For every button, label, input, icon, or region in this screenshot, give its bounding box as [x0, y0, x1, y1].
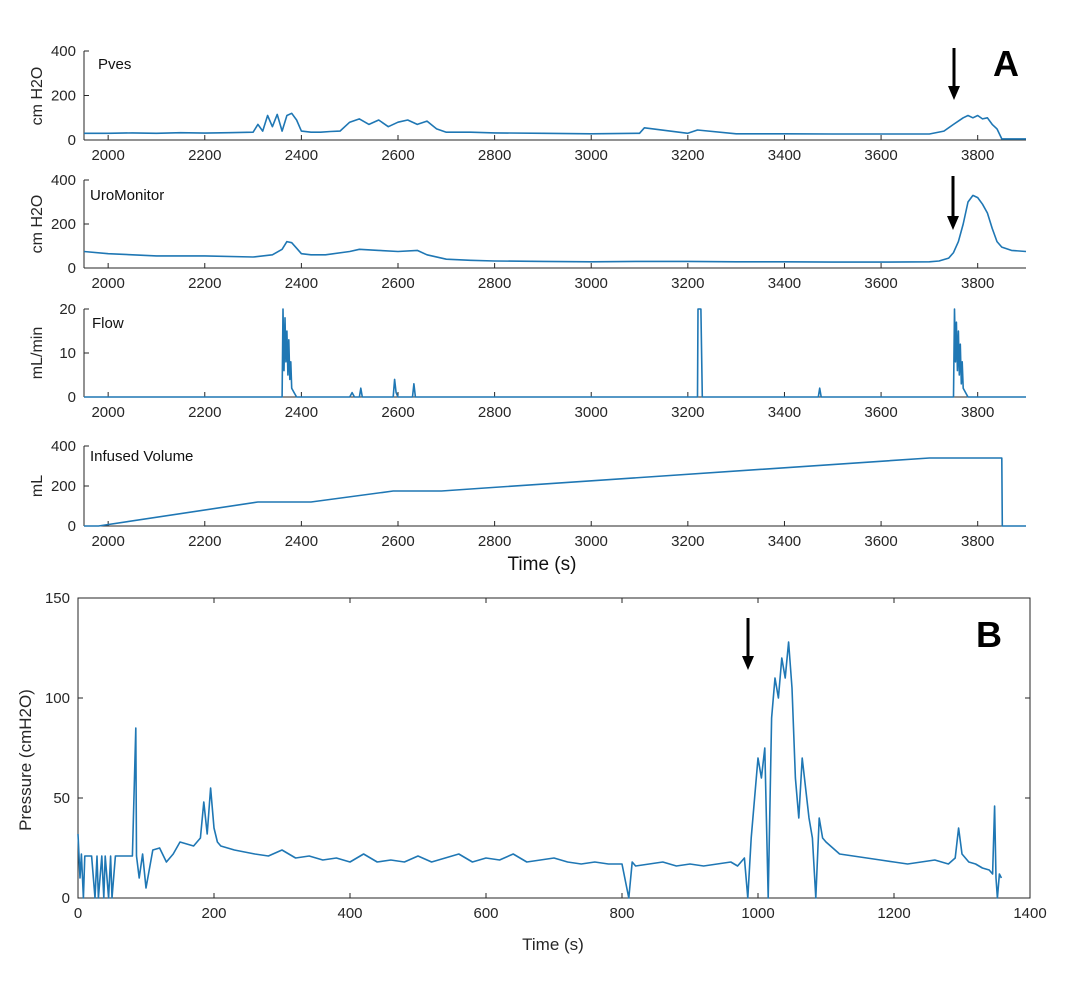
arrow-head: [742, 656, 754, 670]
y-tick-label: 200: [51, 216, 76, 233]
x-tick-label: 3200: [671, 275, 704, 292]
x-tick-label: 3400: [768, 533, 801, 550]
x-tick-label: 3600: [864, 533, 897, 550]
x-tick-label: 3800: [961, 533, 994, 550]
arrow-head: [948, 86, 960, 100]
x-tick-label: 0: [74, 905, 82, 922]
series-line-pressure_b: [77, 641, 1003, 899]
x-tick-label: 2000: [91, 147, 124, 164]
x-tick-label: 2800: [478, 147, 511, 164]
arrow-head: [947, 216, 959, 230]
figure-b: 0 50 100 150 0 200 400 600 800 1000 1200 1400: [45, 590, 1047, 922]
x-tick-label: 200: [201, 905, 226, 922]
figure-b-xlabel: Time (s): [522, 935, 584, 954]
x-tick-label: 1400: [1013, 905, 1046, 922]
y-tick-label: 0: [68, 389, 76, 406]
subplot-flow: 0 10 20 2000 2200 2400 2600 2800 3000 3200 3400 360…: [29, 301, 1026, 421]
x-tick-label: 3600: [864, 275, 897, 292]
y-tick-label: 20: [59, 301, 76, 318]
x-tick-label: 3200: [671, 533, 704, 550]
series-line-pves: [84, 112, 1026, 140]
x-tick-label: 3200: [671, 147, 704, 164]
series-line-uromonitor: [83, 194, 1027, 263]
x-tick-label: 800: [609, 905, 634, 922]
x-tick-label: 400: [337, 905, 362, 922]
y-tick-label: 0: [68, 518, 76, 535]
x-tick-label: 2200: [188, 275, 221, 292]
annotations: A B Time (s) Time (s) Pressure (cmH2O): [16, 43, 1019, 954]
x-tick-label: 2600: [381, 404, 414, 421]
subplot-title: UroMonitor: [90, 187, 164, 204]
subplot-title: Flow: [92, 315, 124, 332]
x-tick-label: 3000: [575, 275, 608, 292]
y-tick-label: 150: [45, 590, 70, 607]
y-axis-label: mL/min: [29, 327, 46, 379]
x-tick-label: 3800: [961, 147, 994, 164]
y-axis-label: mL: [29, 475, 46, 497]
x-tick-label: 3400: [768, 275, 801, 292]
x-tick-label: 2000: [91, 533, 124, 550]
y-tick-label: 0: [68, 132, 76, 149]
x-tick-label: 2200: [188, 404, 221, 421]
y-axis-label: cm H2O: [29, 195, 46, 254]
x-tick-label: 3000: [575, 147, 608, 164]
x-tick-label: 2400: [285, 147, 318, 164]
x-tick-label: 2600: [381, 533, 414, 550]
x-tick-label: 2600: [381, 147, 414, 164]
subplot-infused_volume: 0 200 400 2000 2200 2400 2600 2800 3000 3200 3400 3…: [29, 438, 1026, 550]
series-line-infused_volume: [84, 457, 1026, 527]
x-tick-label: 1000: [741, 905, 774, 922]
x-tick-label: 3800: [961, 404, 994, 421]
arrow-marker: [947, 176, 959, 230]
subplot-title: Pves: [98, 56, 131, 73]
y-tick-label: 100: [45, 690, 70, 707]
x-tick-label: 3600: [864, 404, 897, 421]
x-tick-label: 2800: [478, 533, 511, 550]
y-tick-label: 400: [51, 43, 76, 60]
figure-a-xlabel: Time (s): [508, 554, 577, 575]
y-tick-label: 200: [51, 88, 76, 105]
x-tick-label: 2400: [285, 404, 318, 421]
panel-letter-a: A: [993, 43, 1019, 84]
subplot-pves: 0 200 400 2000 2200 2400 2600 2800 3000 3200 3400 3…: [29, 43, 1026, 164]
x-tick-label: 3000: [575, 404, 608, 421]
x-tick-label: 3400: [768, 404, 801, 421]
subplot-uromonitor: 0 200 400 2000 2200 2400 2600 2800 3000 3200 3400 3…: [29, 172, 1027, 292]
x-tick-label: 2400: [285, 275, 318, 292]
x-tick-label: 3000: [575, 533, 608, 550]
arrow-marker: [742, 618, 754, 670]
x-tick-label: 2600: [381, 275, 414, 292]
y-tick-label: 10: [59, 345, 76, 362]
y-axis-label: cm H2O: [29, 67, 46, 126]
panel-letter-b: B: [976, 614, 1002, 655]
arrow-marker: [948, 48, 960, 100]
figure-b-ylabel: Pressure (cmH2O): [16, 689, 35, 831]
y-tick-label: 400: [51, 438, 76, 455]
subplot-title: Infused Volume: [90, 448, 193, 465]
x-tick-label: 2000: [91, 275, 124, 292]
x-tick-label: 2200: [188, 147, 221, 164]
x-tick-label: 1200: [877, 905, 910, 922]
x-tick-label: 2400: [285, 533, 318, 550]
y-tick-label: 200: [51, 478, 76, 495]
y-tick-label: 0: [62, 890, 70, 907]
x-tick-label: 2800: [478, 275, 511, 292]
series-line-flow: [84, 308, 1026, 398]
y-tick-label: 50: [53, 790, 70, 807]
x-tick-label: 3200: [671, 404, 704, 421]
y-tick-label: 400: [51, 172, 76, 189]
x-tick-label: 2800: [478, 404, 511, 421]
plot-frame: [77, 597, 1031, 899]
x-tick-label: 3800: [961, 275, 994, 292]
x-tick-label: 3600: [864, 147, 897, 164]
x-tick-label: 2200: [188, 533, 221, 550]
x-tick-label: 2000: [91, 404, 124, 421]
x-tick-label: 3400: [768, 147, 801, 164]
y-tick-label: 0: [68, 260, 76, 277]
subplot-pressure_b: 0 50 100 150 0 200 400 600 800 1000 1200 1400: [45, 590, 1047, 922]
x-tick-label: 600: [473, 905, 498, 922]
